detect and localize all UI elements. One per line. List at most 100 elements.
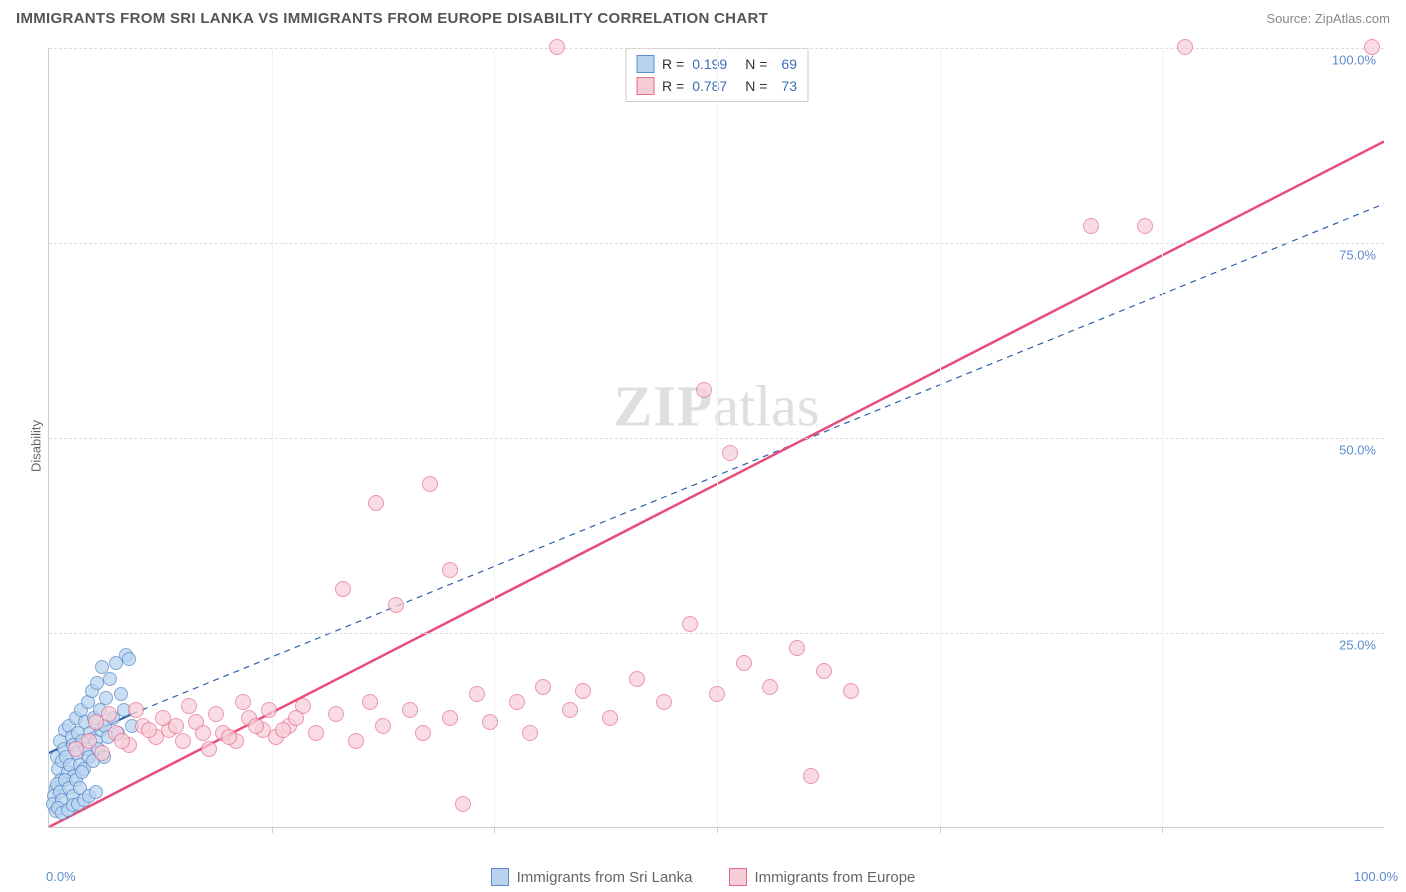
scatter-point-europe <box>843 683 859 699</box>
scatter-point-europe <box>816 663 832 679</box>
stat-n-label: N = <box>745 56 767 72</box>
x-tick-mark <box>940 827 941 833</box>
scatter-point-europe <box>402 702 418 718</box>
scatter-point-europe <box>328 706 344 722</box>
scatter-point-europe <box>368 495 384 511</box>
stat-r-label: R = <box>662 56 684 72</box>
scatter-chart: ZIPatlas R =0.199N =69R =0.787N =73 25.0… <box>48 48 1384 828</box>
scatter-point-europe <box>275 722 291 738</box>
scatter-point-sri_lanka <box>103 672 117 686</box>
scatter-point-europe <box>1177 39 1193 55</box>
gridline-vertical <box>1162 48 1163 827</box>
scatter-point-europe <box>114 733 130 749</box>
x-tick-mark <box>717 827 718 833</box>
scatter-point-europe <box>348 733 364 749</box>
scatter-point-europe <box>141 722 157 738</box>
scatter-point-europe <box>656 694 672 710</box>
scatter-point-sri_lanka <box>90 676 104 690</box>
scatter-point-europe <box>682 616 698 632</box>
scatter-point-europe <box>181 698 197 714</box>
scatter-point-europe <box>101 706 117 722</box>
source-link[interactable]: ZipAtlas.com <box>1315 11 1390 26</box>
legend-label-sri-lanka: Immigrants from Sri Lanka <box>517 869 693 886</box>
scatter-point-europe <box>629 671 645 687</box>
scatter-point-europe <box>335 581 351 597</box>
scatter-point-europe <box>195 725 211 741</box>
legend-swatch-europe <box>729 868 747 886</box>
scatter-point-sri_lanka <box>75 765 89 779</box>
source-attribution: Source: ZipAtlas.com <box>1266 11 1390 26</box>
x-tick-mark <box>272 827 273 833</box>
scatter-point-europe <box>602 710 618 726</box>
stat-r-value: 0.787 <box>692 78 727 94</box>
gridline-vertical <box>717 48 718 827</box>
scatter-point-europe <box>288 710 304 726</box>
source-prefix: Source: <box>1266 11 1314 26</box>
scatter-point-europe <box>455 796 471 812</box>
scatter-point-europe <box>248 718 264 734</box>
scatter-point-europe <box>235 694 251 710</box>
x-tick-mark <box>1162 827 1163 833</box>
scatter-point-europe <box>81 733 97 749</box>
scatter-point-europe <box>789 640 805 656</box>
chart-title: IMMIGRANTS FROM SRI LANKA VS IMMIGRANTS … <box>16 10 768 27</box>
scatter-point-europe <box>522 725 538 741</box>
legend-swatch-sri-lanka <box>491 868 509 886</box>
scatter-point-sri_lanka <box>89 785 103 799</box>
gridline-vertical <box>940 48 941 827</box>
scatter-point-europe <box>362 694 378 710</box>
stat-r-value: 0.199 <box>692 56 727 72</box>
scatter-point-europe <box>422 476 438 492</box>
scatter-point-europe <box>509 694 525 710</box>
scatter-point-europe <box>175 733 191 749</box>
bottom-legend: Immigrants from Sri Lanka Immigrants fro… <box>0 868 1406 886</box>
stats-swatch <box>636 77 654 95</box>
stat-n-label: N = <box>745 78 767 94</box>
scatter-point-europe <box>442 562 458 578</box>
scatter-point-europe <box>442 710 458 726</box>
stat-r-label: R = <box>662 78 684 94</box>
scatter-point-europe <box>201 741 217 757</box>
scatter-point-sri_lanka <box>114 687 128 701</box>
gridline-vertical <box>494 48 495 827</box>
y-tick-label: 25.0% <box>1339 638 1376 653</box>
stat-n-value: 69 <box>781 56 797 72</box>
scatter-point-europe <box>221 729 237 745</box>
y-tick-label: 75.0% <box>1339 248 1376 263</box>
scatter-point-europe <box>1137 218 1153 234</box>
legend-item-europe: Immigrants from Europe <box>729 868 916 886</box>
scatter-point-europe <box>469 686 485 702</box>
scatter-point-europe <box>128 702 144 718</box>
scatter-point-europe <box>535 679 551 695</box>
scatter-point-europe <box>549 39 565 55</box>
scatter-point-europe <box>1083 218 1099 234</box>
scatter-point-europe <box>575 683 591 699</box>
x-tick-mark <box>494 827 495 833</box>
scatter-point-europe <box>308 725 324 741</box>
scatter-point-europe <box>94 745 110 761</box>
scatter-point-europe <box>709 686 725 702</box>
scatter-point-europe <box>736 655 752 671</box>
scatter-point-europe <box>482 714 498 730</box>
scatter-point-europe <box>415 725 431 741</box>
scatter-point-europe <box>261 702 277 718</box>
y-tick-label: 50.0% <box>1339 443 1376 458</box>
scatter-point-sri_lanka <box>122 652 136 666</box>
legend-label-europe: Immigrants from Europe <box>755 869 916 886</box>
scatter-point-sri_lanka <box>99 691 113 705</box>
scatter-point-europe <box>803 768 819 784</box>
legend-item-sri-lanka: Immigrants from Sri Lanka <box>491 868 693 886</box>
scatter-point-europe <box>722 445 738 461</box>
scatter-point-europe <box>696 382 712 398</box>
scatter-point-europe <box>562 702 578 718</box>
scatter-point-europe <box>168 718 184 734</box>
scatter-point-europe <box>1364 39 1380 55</box>
scatter-point-europe <box>208 706 224 722</box>
stat-n-value: 73 <box>781 78 797 94</box>
stats-swatch <box>636 55 654 73</box>
scatter-point-europe <box>388 597 404 613</box>
y-axis-label: Disability <box>29 420 44 472</box>
chart-header: IMMIGRANTS FROM SRI LANKA VS IMMIGRANTS … <box>0 0 1406 33</box>
scatter-point-europe <box>375 718 391 734</box>
scatter-point-europe <box>762 679 778 695</box>
